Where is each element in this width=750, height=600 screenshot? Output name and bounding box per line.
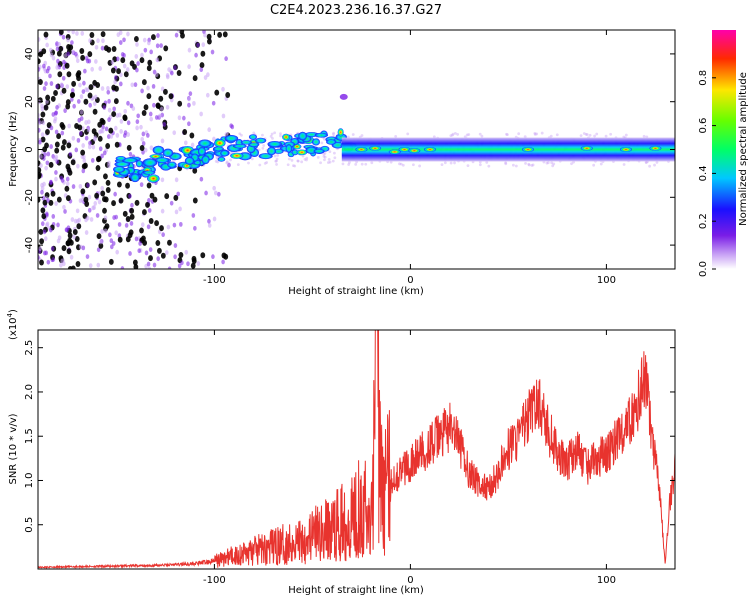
signal-band [341, 137, 675, 162]
spectrogram-y-tick-label: 20 [24, 95, 35, 108]
snr-x-tick-label: 0 [407, 575, 413, 586]
snr-y-tick-label: 1.5 [24, 428, 35, 444]
spectrogram-x-tick-label: 0 [407, 275, 413, 286]
spectrogram-y-tick-label: -40 [24, 237, 35, 253]
spectrogram-panel: -100 0 100 -40 -20 0 20 40 Height of straight … [8, 29, 676, 297]
snr-x-axis-label: Height of straight line (km) [288, 585, 424, 596]
snr-x-ticks: -100 0 100 [203, 330, 616, 586]
colorbar: 0.0 0.2 0.4 0.6 0.8 Normalized spectral ampl… [698, 30, 749, 277]
snr-y-tick-label: 2.0 [24, 384, 35, 400]
spectrogram-x-axis-label: Height of straight line (km) [288, 286, 424, 297]
spectrogram-y-tick-label: 40 [24, 48, 35, 61]
colorbar-ticks: 0.0 0.2 0.4 0.6 0.8 [698, 70, 716, 277]
snr-x-tick-label: 100 [597, 575, 616, 586]
spectrogram-y-tick-label: -20 [24, 189, 35, 205]
colorbar-tick-label: 0.0 [698, 261, 709, 277]
figure-title: C2E4.2023.236.16.37.G27 [270, 3, 442, 18]
spectrogram-y-ticks: -40 -20 0 20 40 [24, 48, 675, 253]
snr-y-tick-label: 2.5 [24, 340, 35, 356]
spectrogram-x-tick-label: 100 [597, 275, 616, 286]
snr-x-tick-label: -100 [203, 575, 226, 586]
spectrogram-y-axis-label: Frequency (Hz) [8, 111, 19, 187]
snr-y-tick-label: 1.0 [24, 473, 35, 489]
snr-y-tick-label: 0.5 [24, 517, 35, 533]
colorbar-gradient [712, 30, 736, 269]
spectrogram-y-tick-label: 0 [24, 146, 35, 152]
spectrogram-x-ticks: -100 0 100 [203, 30, 616, 286]
snr-series-line [38, 330, 675, 569]
colorbar-tick-label: 0.4 [698, 165, 709, 181]
snr-y-ticks: 0.5 1.0 1.5 2.0 2.5 [24, 340, 675, 533]
colorbar-tick-label: 0.6 [698, 118, 709, 134]
colorbar-tick-label: 0.2 [698, 213, 709, 229]
snr-y-axis-label: SNR (10 * v/v) [8, 413, 19, 484]
colorbar-tick-label: 0.8 [698, 70, 709, 86]
snr-frame [37, 329, 676, 570]
snr-y-multiplier: (x104) [6, 309, 19, 340]
spectrogram-x-tick-label: -100 [203, 275, 226, 286]
colorbar-label: Normalized spectral amplitude [738, 72, 749, 226]
spectrogram-image [38, 30, 675, 269]
snr-panel: -100 0 100 0.5 1.0 1.5 2.0 2.5 Height of strai… [6, 309, 676, 596]
